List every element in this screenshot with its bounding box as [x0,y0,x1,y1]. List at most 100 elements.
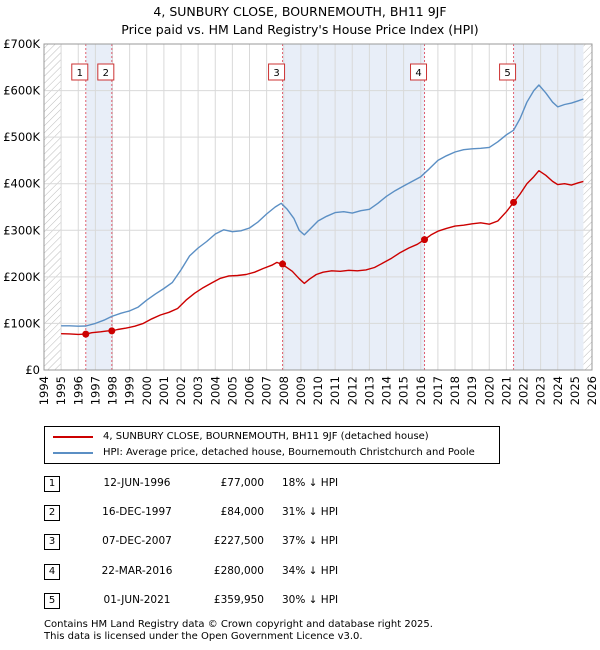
legend-label-property: 4, SUNBURY CLOSE, BOURNEMOUTH, BH11 9JF … [103,431,429,442]
footer-attribution: Contains HM Land Registry data © Crown c… [44,619,433,643]
x-tick-label: 2016 [414,376,428,405]
x-tick-label: 2015 [397,376,411,405]
y-tick-label: £300K [3,223,40,237]
sale-point [108,327,116,335]
sale-number-badge: 5 [44,593,60,609]
x-tick-label: 2012 [345,376,359,405]
table-row: 3 07-DEC-2007 £227,500 37% ↓ HPI [44,533,464,551]
sale-point [82,330,90,338]
hatched-region [44,44,62,370]
y-tick-label: £0 [25,363,40,377]
plot-frame [43,43,593,371]
x-tick-label: 2001 [157,376,171,405]
x-tick-label: 2002 [174,376,188,405]
sale-price: £227,500 [213,535,264,547]
sale-date: 01-JUN-2021 [103,594,171,606]
x-tick-label: 1996 [71,376,85,405]
sale-date: 12-JUN-1996 [103,477,171,489]
x-tick-label: 2010 [311,376,325,405]
x-tick-label: 2022 [517,376,531,405]
legend-label-hpi: HPI: Average price, detached house, Bour… [103,447,475,458]
table-row: 5 01-JUN-2021 £359,950 30% ↓ HPI [44,592,464,610]
sale-marker-box [97,63,115,81]
x-tick-label: 2021 [499,376,513,405]
x-tick-label: 2026 [585,376,599,405]
sale-marker-box [410,63,428,81]
y-tick-label: £200K [3,270,40,284]
x-tick-label: 2006 [243,376,257,405]
sale-marker-box [71,63,89,81]
x-tick-label: 2009 [294,376,308,405]
legend-line-property [53,436,93,438]
x-tick-label: 2025 [568,376,582,405]
hpi-series-line [61,84,584,327]
y-tick-label: £600K [3,84,40,98]
x-tick-label: 2024 [551,376,565,405]
sale-number-badge: 2 [44,505,60,521]
x-tick-label: 1994 [37,376,51,405]
sale-price: £84,000 [220,506,264,518]
chart-title-block: 4, SUNBURY CLOSE, BOURNEMOUTH, BH11 9JF … [0,3,600,39]
sale-point [510,198,518,206]
chart-title: 4, SUNBURY CLOSE, BOURNEMOUTH, BH11 9JF [153,4,447,19]
sale-price: £359,950 [213,594,264,606]
sale-marker-label: 5 [504,68,510,79]
y-tick-label: £400K [3,177,40,191]
sale-hpi-diff: 18% ↓ HPI [282,477,339,489]
y-tick-label: £500K [3,130,40,144]
table-row: 1 12-JUN-1996 £77,000 18% ↓ HPI [44,475,464,493]
y-tick-label: £100K [3,316,40,330]
x-tick-label: 2018 [448,376,462,405]
x-tick-label: 1997 [88,376,102,405]
sale-marker-box [268,63,286,81]
sale-price: £77,000 [220,477,264,489]
sale-number-badge: 4 [44,564,60,580]
property-series-line [61,170,584,336]
x-tick-label: 2008 [277,376,291,405]
sale-hpi-diff: 31% ↓ HPI [282,506,339,518]
sale-point [421,236,429,244]
sale-hpi-diff: 30% ↓ HPI [282,594,339,606]
x-tick-label: 1995 [54,376,68,405]
x-tick-label: 2007 [260,376,274,405]
x-tick-label: 2014 [380,376,394,405]
x-tick-label: 1999 [123,376,137,405]
footer-line-1: Contains HM Land Registry data © Crown c… [44,619,433,630]
y-tick-label: £700K [3,37,40,51]
x-tick-label: 2023 [534,376,548,405]
sale-point [279,260,287,268]
legend-line-hpi [53,452,93,454]
x-tick-label: 2013 [362,376,376,405]
shaded-ownership-period [85,44,112,370]
sale-price: £280,000 [213,565,264,577]
x-tick-label: 2020 [482,376,496,405]
x-tick-label: 2019 [465,376,479,405]
sale-marker-label: 2 [103,68,109,79]
chart-legend: 4, SUNBURY CLOSE, BOURNEMOUTH, BH11 9JF … [44,426,500,464]
x-tick-label: 2004 [208,376,222,405]
sale-marker-label: 1 [77,68,83,79]
sale-hpi-diff: 34% ↓ HPI [282,565,339,577]
price-chart: 1 2 3 4 5 £0 £100K £200K £300K £400K £500K £600K £7… [3,37,599,405]
sale-number-badge: 1 [44,476,60,492]
shaded-ownership-period [513,44,584,370]
table-row: 4 22-MAR-2016 £280,000 34% ↓ HPI [44,563,464,581]
table-row: 2 16-DEC-1997 £84,000 31% ↓ HPI [44,504,464,522]
hatched-region [583,44,592,370]
footer-line-2: This data is licensed under the Open Gov… [44,631,363,642]
x-tick-label: 2005 [225,376,239,405]
sale-date: 22-MAR-2016 [101,565,173,577]
sale-date: 16-DEC-1997 [102,506,172,518]
sale-marker-label: 3 [273,68,279,79]
sale-hpi-diff: 37% ↓ HPI [282,535,339,547]
sale-marker-box [499,63,517,81]
shaded-ownership-period [282,44,425,370]
sale-number-badge: 3 [44,534,60,550]
chart-subtitle: Price paid vs. HM Land Registry's House … [121,22,479,37]
sale-date: 07-DEC-2007 [102,535,172,547]
x-tick-label: 2017 [431,376,445,405]
x-tick-label: 2000 [140,376,154,405]
x-tick-label: 2003 [191,376,205,405]
x-tick-label: 2011 [328,376,342,405]
sale-marker-label: 4 [415,68,421,79]
